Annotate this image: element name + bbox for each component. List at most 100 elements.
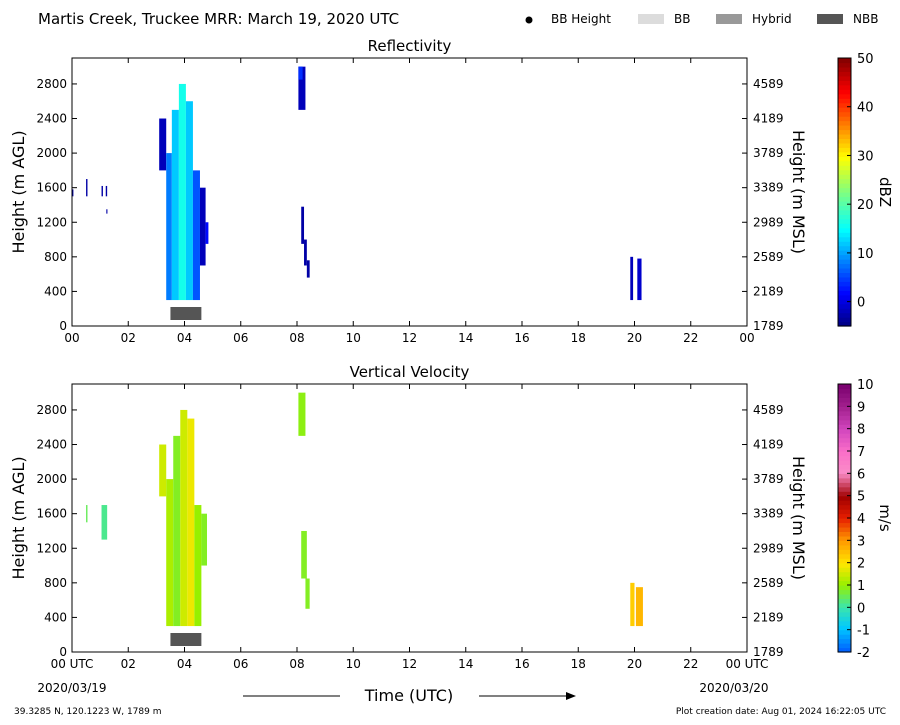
colorbar-tick-label: 0	[857, 296, 865, 311]
colorbar-segment	[838, 616, 851, 622]
colorbar-segment	[838, 290, 851, 296]
legend-label: NBB	[853, 12, 878, 26]
colorbar-segment	[838, 451, 851, 457]
y2-tick-label: 3789	[753, 146, 784, 160]
echo-cell	[106, 209, 108, 214]
colorbar-segment	[838, 259, 851, 265]
colorbar-segment	[838, 392, 851, 398]
colorbar-tick-label: 10	[857, 247, 874, 262]
x-tick-label: 04	[177, 657, 192, 671]
y-axis-label: Height (m AGL)	[9, 456, 28, 579]
echo-cell	[301, 530, 307, 579]
colorbar-segment	[838, 522, 851, 528]
bright-band-legend: BB Height BB Hybrid NBB	[525, 12, 878, 26]
colorbar-tick-label: -1	[857, 624, 870, 639]
colorbar-segment	[838, 299, 851, 305]
colorbar-segment	[838, 540, 851, 546]
colorbar-segment	[838, 625, 851, 631]
nbb-bar	[170, 307, 202, 320]
legend-swatch	[638, 14, 664, 24]
legend-label: BB Height	[551, 12, 611, 26]
colorbar-segment	[838, 607, 851, 613]
x-tick-label: 04	[177, 331, 192, 345]
y2-tick-label: 1789	[753, 319, 784, 333]
echo-cell	[166, 153, 172, 301]
colorbar-segment	[838, 66, 851, 72]
colorbar-segment	[838, 388, 851, 394]
colorbar-tick-label: 3	[857, 534, 865, 549]
colorbar-segment	[838, 531, 851, 537]
colorbar-tick-label: 1	[857, 579, 865, 594]
colorbar-segment	[838, 294, 851, 300]
colorbar-segment	[838, 285, 851, 291]
echo-cell	[105, 185, 108, 197]
echo-cell	[180, 409, 188, 627]
colorbar-label: dBZ	[876, 177, 894, 207]
x-tick-label: 06	[233, 331, 248, 345]
colorbar-segment	[838, 192, 851, 198]
colorbar-segment	[838, 558, 851, 564]
x-tick-label: 00	[739, 331, 754, 345]
colorbar-segment	[838, 504, 851, 510]
colorbar-segment	[838, 263, 851, 269]
echo-cell	[86, 179, 88, 197]
x-tick-label: 00	[64, 331, 79, 345]
x-tick-label: 14	[458, 331, 473, 345]
location-label: 39.3285 N, 120.1223 W, 1789 m	[14, 707, 162, 717]
y2-tick-label: 4189	[753, 112, 784, 126]
echo-cell	[159, 118, 167, 171]
y2-tick-label: 2589	[753, 576, 784, 590]
colorbar-segment	[838, 214, 851, 220]
colorbar-segment	[838, 133, 851, 139]
x-tick-label: 16	[514, 657, 529, 671]
colorbar-tick-label: 2	[857, 557, 865, 572]
colorbar-segment	[838, 598, 851, 604]
echo-cell	[635, 587, 643, 627]
colorbar-segment	[838, 571, 851, 577]
colorbar-segment	[838, 397, 851, 403]
echo-cell	[298, 66, 303, 80]
colorbar-segment	[838, 553, 851, 559]
colorbar-segment	[838, 611, 851, 617]
y2-tick-label: 4189	[753, 438, 784, 452]
echo-cell	[304, 239, 307, 266]
colorbar-segment	[838, 647, 851, 653]
figure-title: Martis Creek, Truckee MRR: March 19, 202…	[38, 10, 399, 28]
start-date-label: 2020/03/19	[37, 681, 106, 695]
colorbar-segment	[838, 433, 851, 439]
echo-cell	[192, 170, 200, 301]
x-tick-label: 00 UTC	[726, 657, 769, 671]
colorbar-segment	[838, 486, 851, 492]
y2-tick-label: 2189	[753, 284, 784, 298]
colorbar-segment	[838, 93, 851, 99]
colorbar-segment	[838, 111, 851, 117]
colorbar-segment	[838, 147, 851, 153]
colorbar-tick-label: 4	[857, 512, 865, 527]
echo-cell	[171, 109, 179, 301]
colorbar-segment	[838, 459, 851, 465]
y-tick-label: 0	[59, 645, 67, 659]
echo-cell	[301, 206, 305, 244]
colorbar-segment	[838, 526, 851, 532]
colorbar-tick-label: 7	[857, 445, 865, 460]
colorbar-segment	[838, 473, 851, 479]
y2-tick-label: 2989	[753, 215, 784, 229]
y-tick-label: 1600	[36, 181, 67, 195]
colorbar-segment	[838, 174, 851, 180]
colorbar-segment	[838, 620, 851, 626]
echo-cell	[630, 256, 634, 301]
colorbar-tick-label: 10	[857, 378, 874, 393]
echo-cell	[306, 260, 310, 278]
colorbar-segment	[838, 245, 851, 251]
x-tick-label: 12	[402, 331, 417, 345]
legend-swatch	[716, 14, 742, 24]
x-axis-label: Time (UTC)	[364, 686, 453, 705]
colorbar-segment	[838, 241, 851, 247]
echo-cell	[101, 505, 108, 540]
y-tick-label: 2400	[36, 438, 67, 452]
colorbar-segment	[838, 401, 851, 407]
y-tick-label: 400	[44, 284, 67, 298]
colorbar-segment	[838, 254, 851, 260]
